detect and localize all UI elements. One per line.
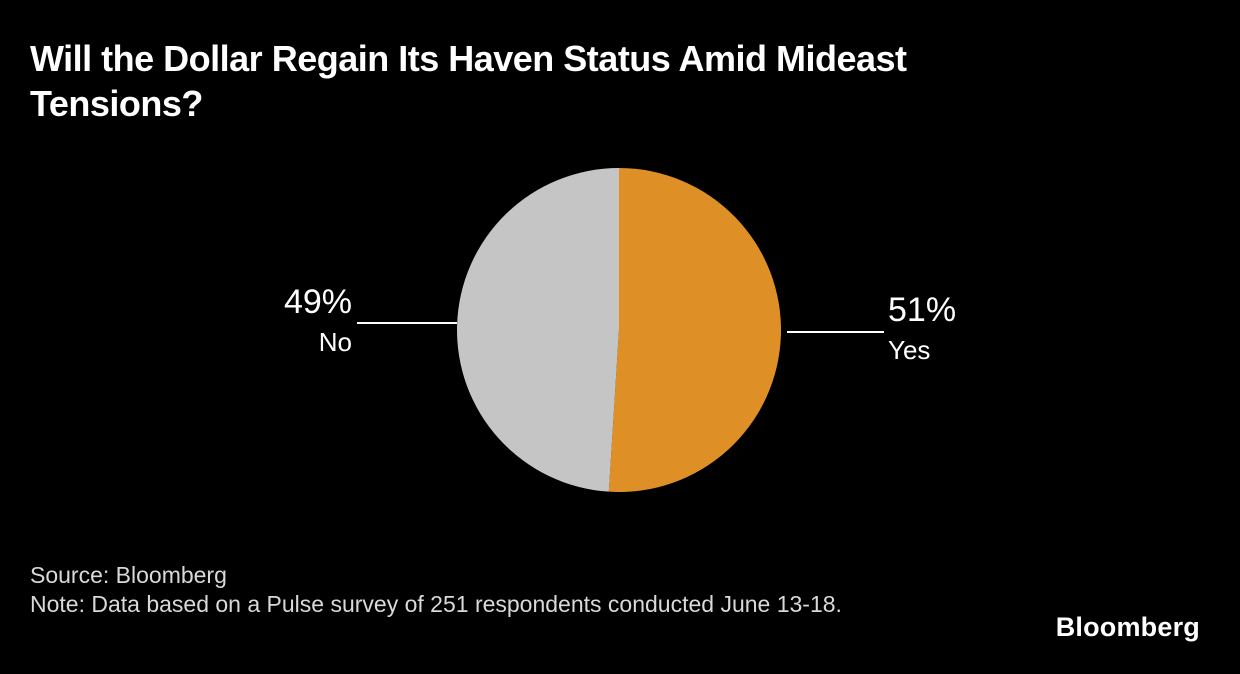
callout-yes-value: 51% xyxy=(888,291,957,329)
leader-line-yes xyxy=(787,331,884,333)
leader-line-no xyxy=(357,322,457,324)
callout-no-label: No xyxy=(318,327,352,357)
source-text: Source: Bloomberg xyxy=(30,562,227,588)
pie-chart xyxy=(457,168,781,492)
callout-yes: 51% Yes xyxy=(888,291,1108,365)
callout-no-value: 49% xyxy=(283,283,352,321)
bloomberg-logo: Bloomberg xyxy=(1055,612,1200,642)
pie-slice-no xyxy=(457,168,619,492)
pie-slice-yes xyxy=(608,168,781,492)
callout-no: 49% No xyxy=(150,283,352,357)
chart-title: Will the Dollar Regain Its Haven Status … xyxy=(30,38,907,124)
chart-footer: Source: Bloomberg Note: Data based on a … xyxy=(30,561,842,619)
note-text: Note: Data based on a Pulse survey of 25… xyxy=(30,591,842,617)
callout-yes-label: Yes xyxy=(888,335,931,365)
